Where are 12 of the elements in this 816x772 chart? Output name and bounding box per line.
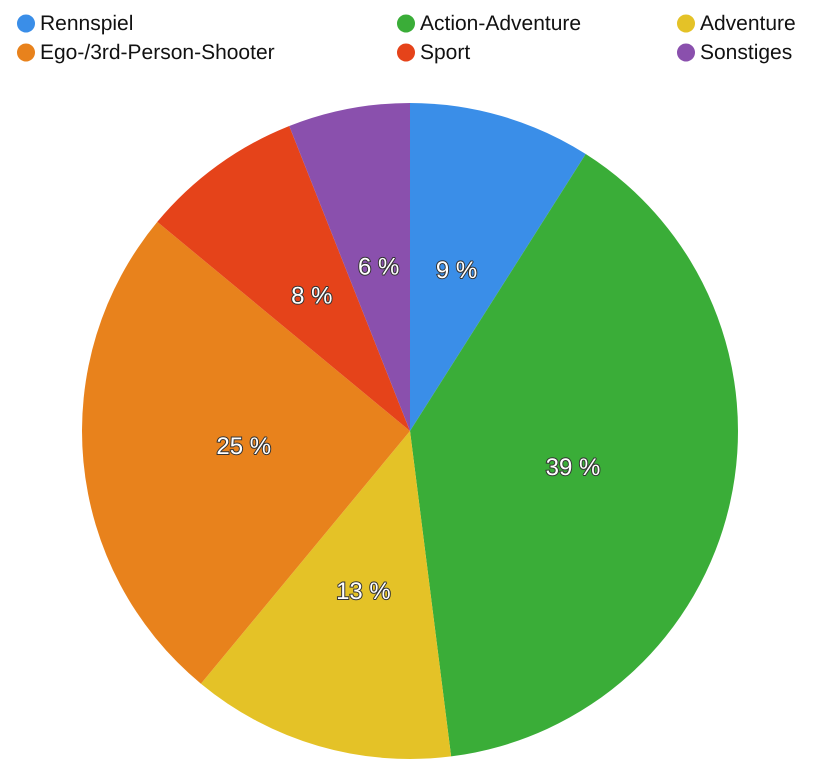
legend-label: Ego-/3rd-Person-Shooter bbox=[40, 41, 275, 64]
data-label: 25 % bbox=[216, 433, 272, 460]
legend-label: Action-Adventure bbox=[420, 12, 582, 35]
legend-label: Sonstiges bbox=[700, 41, 792, 64]
data-label: 9 % bbox=[436, 257, 478, 284]
legend-label: Rennspiel bbox=[40, 12, 134, 35]
legend-label: Sport bbox=[420, 41, 470, 64]
legend-label: Adventure bbox=[700, 12, 796, 35]
data-label: 6 % bbox=[358, 253, 400, 280]
data-label: 13 % bbox=[336, 578, 391, 605]
data-label: 39 % bbox=[546, 454, 600, 481]
data-label: 8 % bbox=[291, 282, 333, 310]
